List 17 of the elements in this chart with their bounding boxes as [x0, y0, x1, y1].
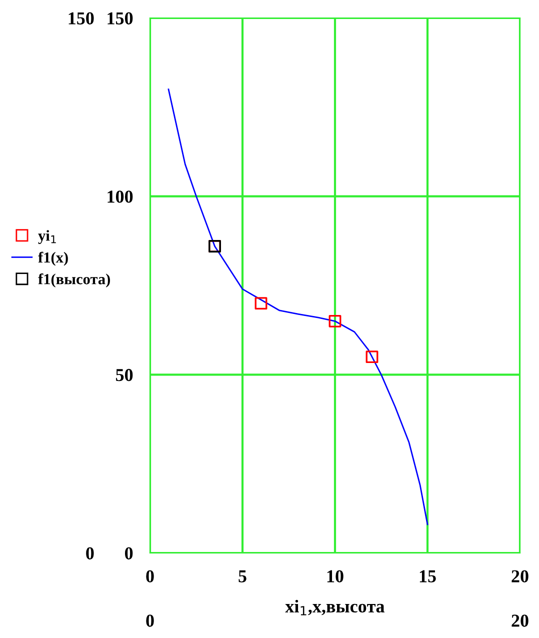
y-tick-label: 150: [108, 12, 133, 24]
y2-tick-label: 0: [86, 547, 94, 560]
x-tick-label: 0: [146, 570, 154, 582]
x-tick-label: 5: [238, 570, 246, 582]
x2-tick-label: 20: [512, 614, 528, 627]
y-tick-label: 50: [116, 368, 133, 382]
y2-tick-label: 150: [68, 12, 94, 24]
legend-label: f1(высота): [38, 273, 110, 288]
x2-tick-label: 0: [146, 614, 154, 627]
x-tick-label: 10: [327, 570, 344, 582]
y-tick-label: 100: [108, 190, 133, 203]
legend-label: yi$_{1}$: [38, 230, 56, 244]
y-tick-label: 0: [124, 547, 133, 560]
x-tick-label: 15: [420, 570, 436, 582]
x-tick-label: 20: [512, 570, 528, 582]
x-axis-title: xi$_{1}$,x,высота: [285, 600, 384, 616]
legend-label: f1(x): [38, 252, 68, 266]
